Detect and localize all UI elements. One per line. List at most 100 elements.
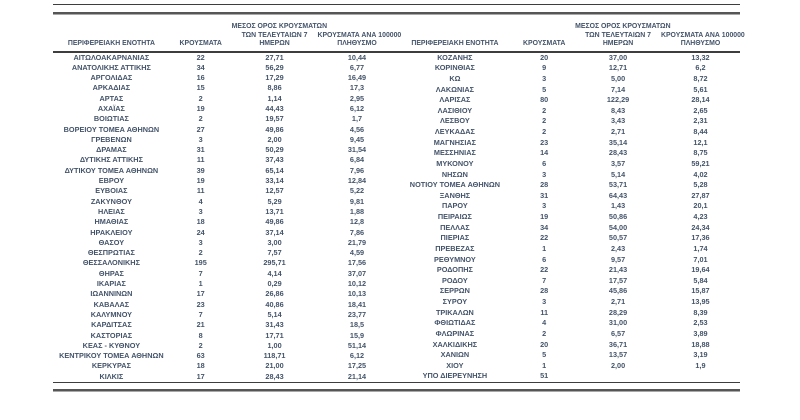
region-cell: ΝΟΤΙΟΥ ΤΟΜΕΑ ΑΘΗΝΩΝ [409, 180, 500, 190]
col-header-per100k: ΚΡΟΥΣΜΑΤΑ ΑΝΑ 100000 ΠΛΗΘΥΣΜΟ [317, 23, 402, 53]
cases-cell: 2 [542, 328, 547, 338]
col-header-avg7-line1: ΜΕΣΟΣ ΟΡΟΣ ΚΡΟΥΣΜΑΤΩΝ [575, 23, 671, 30]
avg7-cell: 26,86 [265, 289, 284, 299]
cases-cell: 1 [542, 360, 547, 370]
table-row: ΚΑΡΔΙΤΣΑΣ 21 31,43 18,5 [53, 320, 397, 330]
cases-cell: 31 [540, 190, 549, 200]
cases-cell: 17 [196, 289, 205, 299]
table-row: ΠΑΡΟΥ 3 1,43 20,1 [397, 201, 741, 212]
table-row: ΙΩΑΝΝΙΝΩΝ 17 26,86 10,13 [53, 289, 397, 299]
per100k-cell: 9,45 [349, 134, 365, 144]
cases-cell: 9 [542, 63, 547, 73]
table-row: ΣΕΡΡΩΝ 28 45,86 15,87 [397, 286, 741, 297]
per100k-cell: 5,28 [693, 180, 708, 190]
avg7-cell: 54,00 [608, 222, 628, 232]
cases-cell: 11 [196, 155, 205, 165]
per100k-cell: 13,32 [691, 52, 710, 62]
table-row: ΠΡΕΒΕΖΑΣ 1 2,43 1,74 [397, 244, 741, 255]
top-double-rule [53, 12, 740, 15]
avg7-cell: 5,14 [610, 169, 626, 179]
cases-cell: 6 [542, 158, 547, 168]
col-header-region: ΠΕΡΙΦΕΡΕΙΑΚΗ ΕΝΟΤΗΤΑ [396, 23, 514, 53]
cases-cell: 1 [542, 243, 547, 253]
region-cell: ΠΑΡΟΥ [442, 201, 468, 211]
header-row: ΠΕΡΙΦΕΡΕΙΑΚΗ ΕΝΟΤΗΤΑ ΚΡΟΥΣΜΑΤΑ ΜΕΣΟΣ ΟΡΟ… [396, 23, 745, 53]
cases-cell: 4 [542, 318, 547, 328]
per100k-cell: 37,07 [347, 268, 367, 278]
avg7-cell: 49,86 [265, 124, 284, 134]
per100k-cell: 24,34 [691, 222, 710, 232]
table-row: ΑΧΑΪΑΣ 19 44,43 6,12 [53, 104, 397, 114]
region-cell: ΞΑΝΘΗΣ [439, 190, 471, 200]
avg7-cell: 8,43 [610, 105, 626, 115]
per100k-cell: 4,23 [693, 212, 708, 222]
region-cell: ΘΕΣΣΑΛΟΝΙΚΗΣ [82, 258, 140, 268]
cases-cell: 23 [540, 137, 549, 147]
col-header-per100k-line1: ΚΡΟΥΣΜΑΤΑ ΑΝΑ 100000 [317, 31, 402, 39]
region-cell: ΚΑΛΥΜΝΟΥ [90, 309, 133, 319]
table-row: ΚΩ 3 5,00 8,72 [397, 74, 741, 85]
per100k-cell: 8,39 [693, 307, 708, 317]
avg7-cell: 13,57 [608, 350, 628, 360]
table-row: ΞΑΝΘΗΣ 31 64,43 27,87 [397, 191, 741, 202]
cases-cell: 80 [540, 95, 549, 105]
avg7-cell: 50,29 [265, 145, 284, 155]
avg7-cell: 118,71 [263, 351, 286, 361]
avg7-cell: 37,14 [265, 227, 284, 237]
avg7-cell: 2,43 [610, 243, 626, 253]
avg7-cell: 40,86 [265, 299, 284, 309]
avg7-cell: 17,71 [265, 330, 284, 340]
cases-cell: 6 [542, 254, 547, 264]
table-row: ΚΑΛΥΜΝΟΥ 7 5,14 23,77 [53, 310, 397, 320]
avg7-cell: 64,43 [608, 190, 628, 200]
per100k-cell: 7,86 [349, 227, 365, 237]
per100k-cell: 3,19 [693, 350, 708, 360]
per100k-cell: 9,81 [349, 196, 365, 206]
per100k-cell: 7,01 [693, 254, 708, 264]
per100k-cell: 4,02 [693, 169, 708, 179]
region-cell: ΦΛΩΡΙΝΑΣ [435, 328, 475, 338]
avg7-cell: 35,14 [608, 137, 628, 147]
regional-cases-table-right: ΠΕΡΙΦΕΡΕΙΑΚΗ ΕΝΟΤΗΤΑ ΚΡΟΥΣΜΑΤΑ ΜΕΣΟΣ ΟΡΟ… [396, 23, 745, 382]
region-cell: ΧΑΛΚΙΔΙΚΗΣ [432, 339, 478, 349]
avg7-cell: 9,57 [610, 254, 626, 264]
table-row: ΝΗΣΩΝ 3 5,14 4,02 [397, 169, 741, 180]
region-cell: ΜΥΚΟΝΟΥ [436, 158, 474, 168]
table-row: ΖΑΚΥΝΘΟΥ 4 5,29 9,81 [53, 197, 397, 207]
table-row: ΕΒΡΟΥ 19 33,14 12,84 [53, 176, 397, 186]
per100k-cell: 10,13 [347, 289, 367, 299]
cases-cell: 28 [540, 286, 549, 296]
per100k-cell: 8,44 [693, 127, 708, 137]
cases-cell: 19 [196, 176, 205, 186]
region-cell: ΗΛΕΙΑΣ [98, 206, 125, 216]
region-cell: ΡΕΘΥΜΝΟΥ [434, 254, 476, 264]
region-cell: ΑΡΓΟΛΙΔΑΣ [90, 73, 133, 83]
col-header-per100k: ΚΡΟΥΣΜΑΤΑ ΑΝΑ 100000 ΠΛΗΘΥΣΜΟ [660, 23, 745, 53]
cases-cell: 3 [542, 201, 547, 211]
per100k-cell: 2,31 [693, 116, 708, 126]
cases-cell: 4 [198, 196, 203, 206]
region-cell: ΚΑΣΤΟΡΙΑΣ [90, 330, 133, 340]
region-cell: ΛΑΚΩΝΙΑΣ [435, 84, 474, 94]
cases-cell: 28 [540, 180, 549, 190]
cases-cell: 2 [542, 116, 547, 126]
table-row: ΑΡΚΑΔΙΑΣ 15 8,86 17,3 [53, 83, 397, 93]
per100k-cell: 15,87 [691, 286, 710, 296]
table-row: ΝΟΤΙΟΥ ΤΟΜΕΑ ΑΘΗΝΩΝ 28 53,71 5,28 [397, 180, 741, 191]
table-row: ΙΚΑΡΙΑΣ 1 0,29 10,12 [53, 279, 397, 289]
regional-cases-table-left: ΠΕΡΙΦΕΡΕΙΑΚΗ ΕΝΟΤΗΤΑ ΚΡΟΥΣΜΑΤΑ ΜΕΣΟΣ ΟΡΟ… [53, 23, 402, 382]
cases-cell: 11 [196, 186, 205, 196]
avg7-cell: 21,43 [608, 265, 628, 275]
per100k-cell [661, 371, 740, 382]
table-row: ΚΑΒΑΛΑΣ 23 40,86 18,41 [53, 300, 397, 310]
region-cell: ΚΑΒΑΛΑΣ [93, 299, 130, 309]
region-cell: ΑΡΤΑΣ [99, 93, 124, 103]
col-header-per100k-line1: ΚΡΟΥΣΜΑΤΑ ΑΝΑ 100000 [660, 31, 745, 39]
cases-cell: 2 [198, 93, 203, 103]
table-row: ΔΥΤΙΚΗΣ ΑΤΤΙΚΗΣ 11 37,43 6,84 [53, 155, 397, 165]
region-cell: ΠΕΛΛΑΣ [440, 222, 470, 232]
per100k-cell: 18,5 [349, 320, 365, 330]
table-row: ΚΟΡΙΝΘΙΑΣ 9 12,71 6,2 [397, 63, 741, 74]
top-rule [53, 4, 740, 5]
per100k-cell: 17,3 [349, 83, 365, 93]
